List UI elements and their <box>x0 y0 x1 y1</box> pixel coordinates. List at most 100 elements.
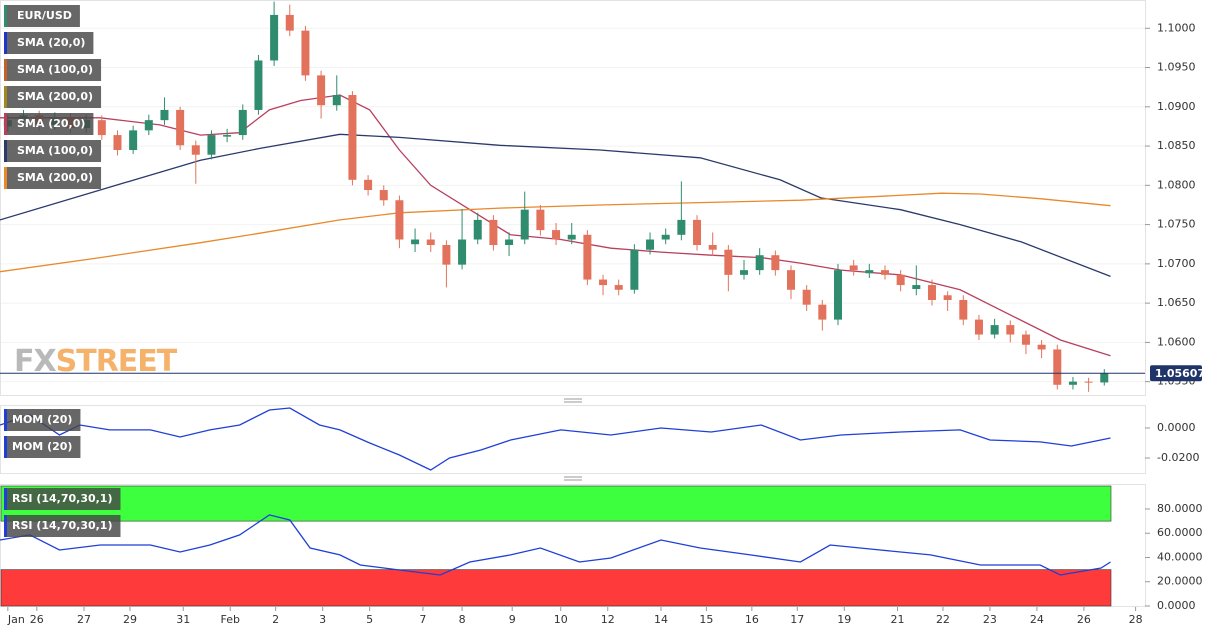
candle-body <box>458 239 467 265</box>
x-tick-label: 22 <box>936 613 950 626</box>
legend-label: SMA (20,0) <box>17 36 85 49</box>
legend-swatch <box>4 436 7 458</box>
panel-layer: 0.0000 20.0000 40.0000 60.0000 80.0000 Jan 26 2… <box>0 485 1203 626</box>
candle-body <box>630 249 639 290</box>
x-tick-label: 16 <box>745 613 759 626</box>
legend-box <box>4 113 94 135</box>
candle-body <box>332 95 341 106</box>
candle-body <box>505 239 514 246</box>
candle-body <box>787 270 796 290</box>
oversold-band <box>0 569 1112 607</box>
candle-body <box>160 109 169 121</box>
legend-swatch <box>4 32 7 54</box>
x-tick-label: 10 <box>554 613 568 626</box>
candle-body <box>771 255 780 271</box>
x-tick-label: 26 <box>30 613 44 626</box>
candle-body <box>520 209 529 240</box>
y-tick-label: 1.0850 <box>1157 139 1196 152</box>
legend-box <box>4 5 80 27</box>
candle-body <box>1037 344 1046 350</box>
x-tick-label: Jan <box>7 613 25 626</box>
candle-body <box>489 219 498 246</box>
candle-body <box>990 325 999 335</box>
candle-body <box>379 190 388 201</box>
candle-body <box>364 179 373 191</box>
candle-body <box>536 209 545 231</box>
candle-body <box>880 270 889 275</box>
x-tick-label: 29 <box>123 613 137 626</box>
candle-body <box>912 285 921 289</box>
legend-label: SMA (100,0) <box>17 144 93 157</box>
legend-label: SMA (200,0) <box>17 171 93 184</box>
sma-line <box>0 133 1111 278</box>
candle-body <box>1053 349 1062 385</box>
candle-body <box>254 60 263 110</box>
candle-body <box>97 120 106 136</box>
watermark: FXSTREET <box>14 344 178 379</box>
legend-label: SMA (200,0) <box>17 90 93 103</box>
candle-body <box>473 219 482 240</box>
y-tick-label: 0.0000 <box>1157 599 1196 612</box>
x-tick-label: 3 <box>319 613 326 626</box>
y-tick-label: -0.0200 <box>1157 451 1199 464</box>
candle-body <box>724 249 733 275</box>
candle-body <box>223 135 232 137</box>
splitter[interactable] <box>564 476 582 481</box>
y-tick-label: 80.0000 <box>1157 502 1203 515</box>
x-tick-label: 9 <box>509 613 516 626</box>
legend-swatch <box>4 409 7 431</box>
legend-label: MOM (20) <box>12 413 72 426</box>
candle-body <box>693 219 702 246</box>
candle-body <box>1006 325 1015 335</box>
x-tick-label: 26 <box>1077 613 1091 626</box>
candle-body <box>1021 334 1030 345</box>
legend-box <box>4 409 81 431</box>
candle-body <box>411 239 420 245</box>
candle-body <box>755 255 764 271</box>
legend-swatch <box>4 59 7 81</box>
candle-body <box>144 120 153 131</box>
candle-body <box>238 109 247 136</box>
candle-body <box>348 95 357 180</box>
candle-body <box>1100 373 1109 383</box>
legend-swatch <box>4 488 7 510</box>
splitter[interactable] <box>564 398 582 403</box>
candle-body <box>959 299 968 320</box>
candle-body <box>129 130 138 150</box>
x-tick-label: 21 <box>891 613 905 626</box>
x-tick-label: 7 <box>419 613 426 626</box>
candle-body <box>818 304 827 320</box>
indicator-line <box>0 514 1111 576</box>
y-tick-label: 1.0600 <box>1157 335 1196 348</box>
legend-swatch <box>4 113 7 135</box>
legend-swatch <box>4 86 7 108</box>
legend-box <box>4 167 102 189</box>
candle-body <box>1068 381 1077 385</box>
legend-label: SMA (20,0) <box>17 117 85 130</box>
legend-swatch <box>4 140 7 162</box>
y-tick-label: 0.0000 <box>1157 421 1196 434</box>
sma-line <box>0 192 1111 273</box>
x-tick-label: Feb <box>221 613 240 626</box>
candle-body <box>442 245 451 265</box>
price-panel <box>0 0 1146 396</box>
legend-box <box>4 515 121 537</box>
y-tick-label: 1.0750 <box>1157 218 1196 231</box>
legend-box <box>4 86 102 108</box>
x-tick-label: 8 <box>459 613 466 626</box>
y-tick-label: 1.1000 <box>1157 21 1196 34</box>
watermark-part: STREET <box>56 344 178 379</box>
legend-box <box>4 140 102 162</box>
candle-body <box>646 239 655 250</box>
y-tick-label: 20.0000 <box>1157 575 1203 588</box>
y-tick-label: 40.0000 <box>1157 550 1203 563</box>
x-tick-label: 12 <box>601 613 615 626</box>
candle-body <box>833 270 842 320</box>
candle-body <box>677 219 686 235</box>
y-tick-label: 1.0950 <box>1157 61 1196 74</box>
x-tick-label: 27 <box>77 613 91 626</box>
y-tick-label: 60.0000 <box>1157 526 1203 539</box>
candle-body <box>552 230 561 240</box>
x-tick-label: 14 <box>654 613 668 626</box>
y-tick-label: 1.0800 <box>1157 178 1196 191</box>
